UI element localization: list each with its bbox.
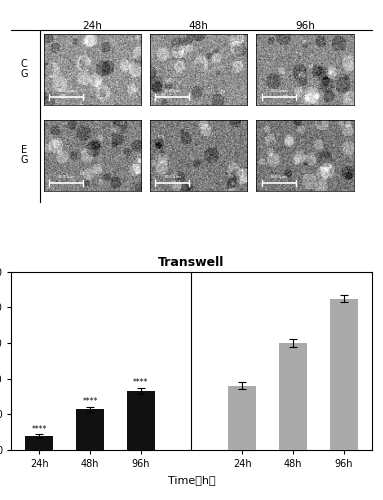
Bar <box>279 343 307 450</box>
Bar <box>228 386 256 450</box>
Text: ****: **** <box>133 378 149 387</box>
Text: C
G: C G <box>20 60 28 80</box>
Text: 48h: 48h <box>189 20 209 30</box>
Bar <box>25 436 53 450</box>
Bar <box>127 391 155 450</box>
Title: Transwell: Transwell <box>158 256 225 269</box>
Bar <box>330 299 358 450</box>
Text: ****: **** <box>82 398 98 406</box>
Bar <box>76 410 104 450</box>
X-axis label: Time（h）: Time（h） <box>168 474 215 484</box>
Text: 24h: 24h <box>83 20 102 30</box>
Text: 96h: 96h <box>295 20 315 30</box>
Text: E
G: E G <box>20 146 28 166</box>
Text: ****: **** <box>32 424 47 434</box>
